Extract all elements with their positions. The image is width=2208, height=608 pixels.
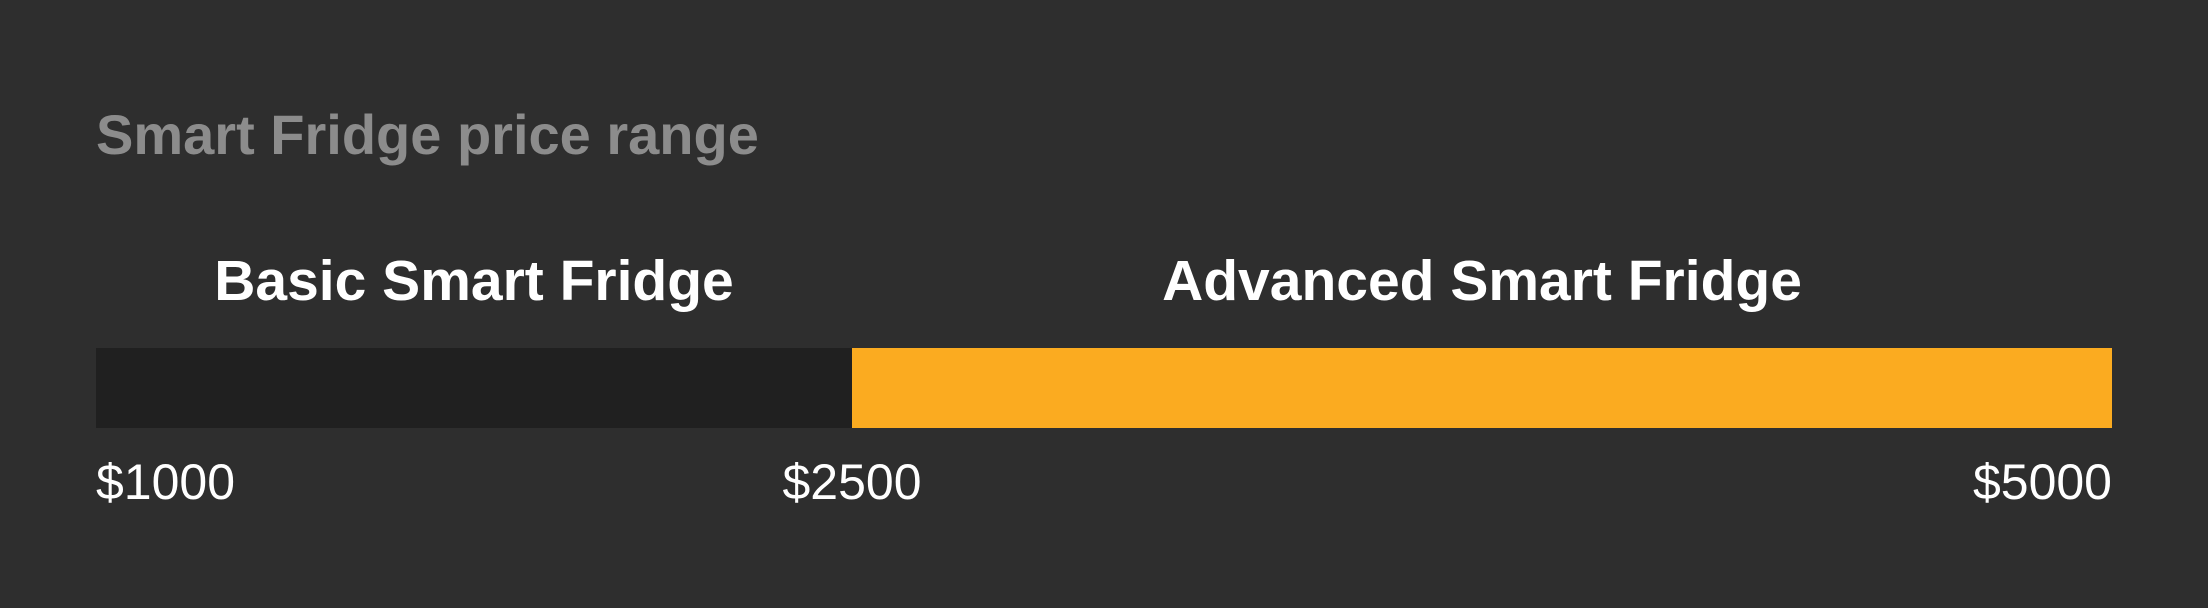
bar-segment-basic bbox=[96, 348, 852, 428]
price-range-bar bbox=[96, 348, 2112, 428]
segment-label-basic: Basic Smart Fridge bbox=[214, 249, 734, 313]
tick-label: $2500 bbox=[782, 454, 922, 510]
tick-label: $1000 bbox=[96, 454, 236, 510]
tick-label: $5000 bbox=[1972, 454, 2112, 510]
segment-label-advanced: Advanced Smart Fridge bbox=[1162, 249, 1802, 313]
bar-segment-advanced bbox=[852, 348, 2112, 428]
chart-title: Smart Fridge price range bbox=[96, 103, 759, 166]
